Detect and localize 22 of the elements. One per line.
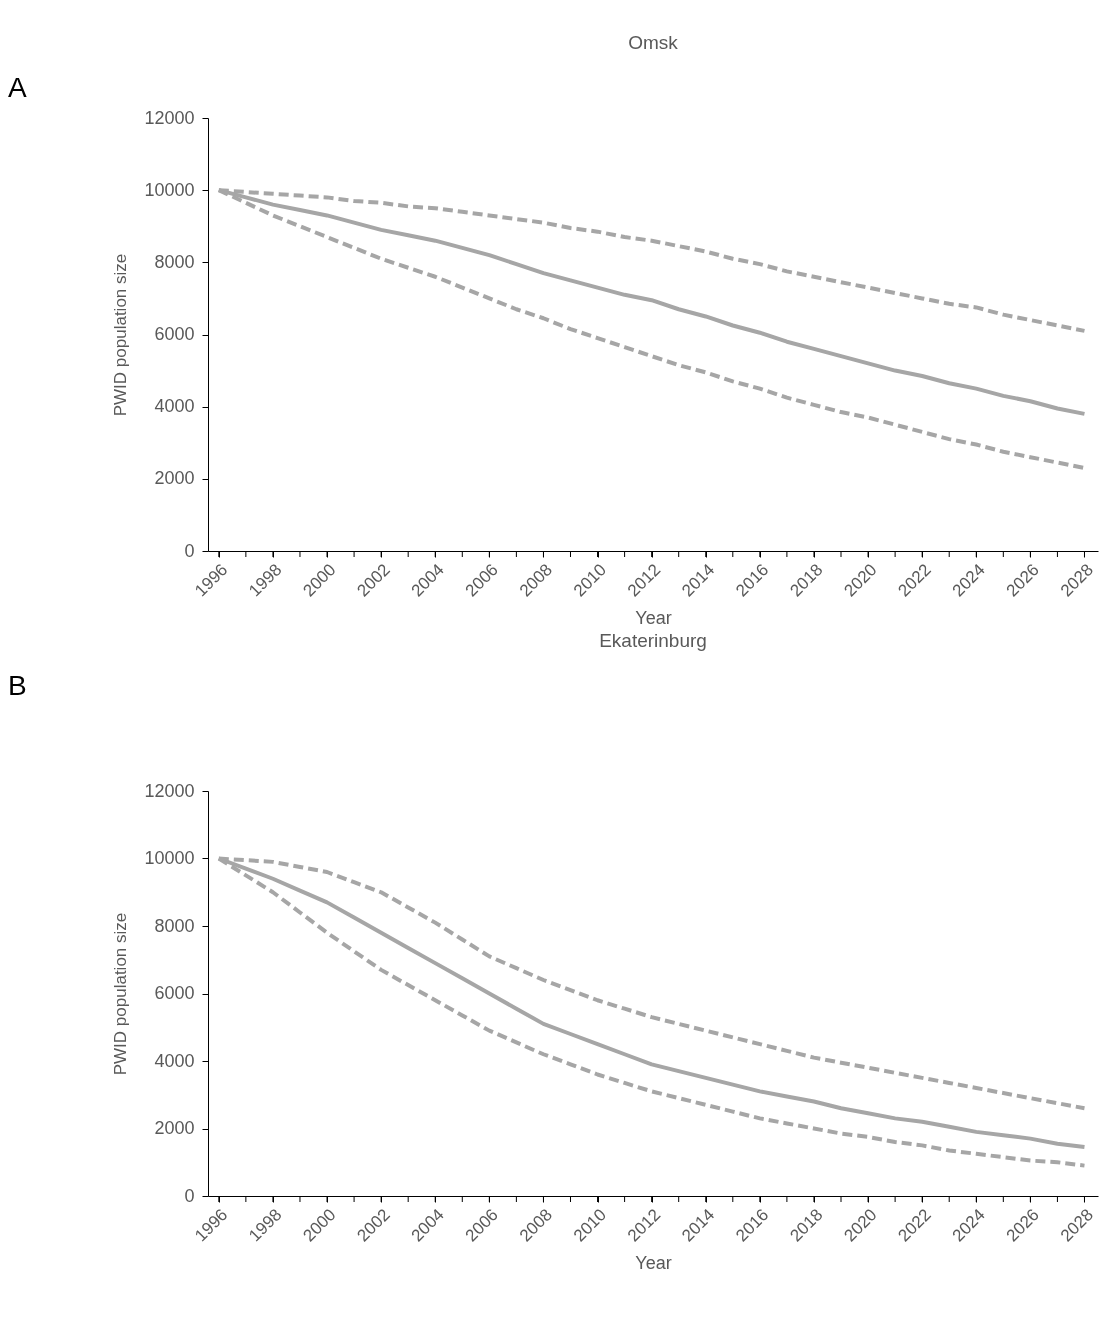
- y-tick-label: 12000: [144, 780, 195, 801]
- y-axis-title: PWID population size: [111, 253, 131, 417]
- y-tick-label: 0: [184, 1185, 195, 1206]
- y-tick-label: 10000: [144, 848, 195, 868]
- y-tick-label: 6000: [154, 324, 195, 344]
- x-axis-title: Year: [635, 607, 672, 628]
- y-axis-title: PWID population size: [111, 912, 131, 1076]
- y-tick-label: 8000: [154, 251, 195, 272]
- y-tick-label: 8000: [154, 915, 195, 936]
- y-tick-label: 4000: [154, 1050, 195, 1071]
- y-tick-label: 4000: [154, 396, 195, 417]
- y-tick-label: 12000: [144, 107, 195, 128]
- chart-title: Ekaterinburg: [599, 630, 707, 651]
- y-tick-label: 2000: [154, 1118, 195, 1138]
- text: A: [8, 72, 27, 103]
- y-tick-label: 6000: [154, 983, 195, 1003]
- text: B: [8, 670, 27, 701]
- chart-title: Omsk: [628, 32, 679, 53]
- y-tick-label: 10000: [144, 179, 195, 200]
- y-tick-label: 2000: [154, 468, 195, 489]
- x-axis-title: Year: [635, 1252, 672, 1273]
- y-tick-label: 0: [184, 540, 195, 561]
